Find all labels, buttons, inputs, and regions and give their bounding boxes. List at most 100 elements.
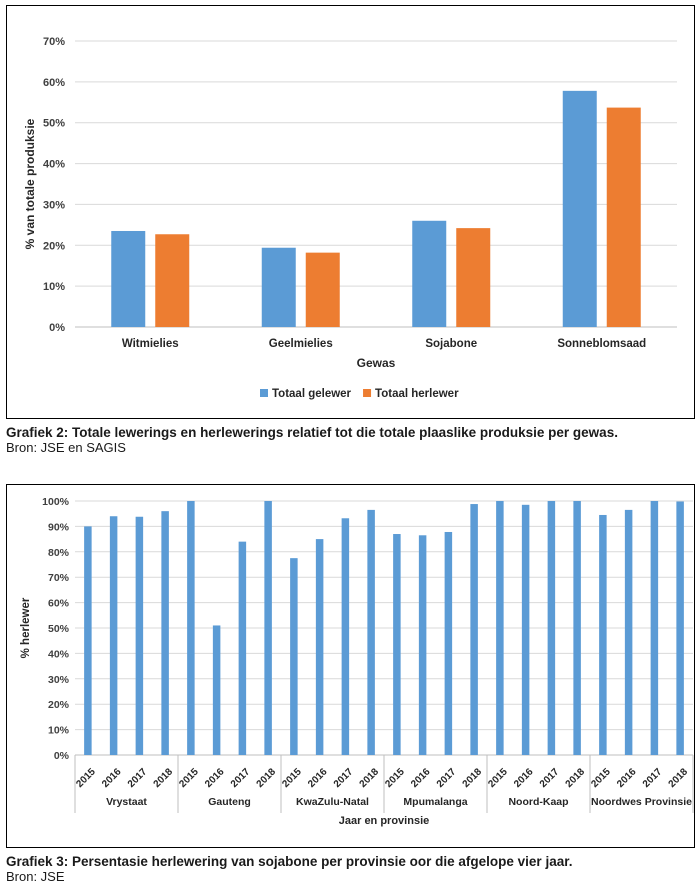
x-group-label: KwaZulu-Natal [296,796,369,808]
bar-herlewer [290,558,298,755]
y-tick-label: 50% [43,118,65,130]
bar-herlewer [264,501,272,755]
chart-1-caption: Grafiek 2: Totale lewerings en herleweri… [6,425,696,455]
y-tick-label: 10% [48,725,70,737]
y-tick-label: 80% [48,547,70,559]
bar-herlewer [315,539,324,755]
bar-herlewer [341,518,350,755]
x-group-label: Gauteng [208,796,251,808]
x-tick-label-year: 2017 [229,766,253,790]
bar-herlewer [599,514,607,755]
chart-2-svg: 0%10%20%30%40%50%60%70%80%90%100%2015 201… [20,496,694,827]
chart-2-frame: 0% 10% 20% 30% 40% 50% 60% 70% 80% 90% 100% 2015 201… [6,484,695,848]
bar-herlewer [109,516,118,755]
x-tick-label-year: 2015 [486,766,510,790]
bar-herlewer [367,509,375,755]
bar-herlewer [444,531,453,755]
x-tick-label-year: 2015 [383,766,407,790]
x-tick-label-year: 2015 [589,766,613,790]
x-tick-label-year: 2016 [409,766,433,790]
chart-2-caption-title: Grafiek 3: Persentasie herlewering van s… [6,854,573,869]
y-tick-label: 0% [49,322,65,334]
bar-herlewer [305,252,340,327]
x-tick-label-year: 2018 [461,766,485,790]
x-tick-label-year: 2015 [74,766,98,790]
bar-herlewer [155,234,190,327]
bar-herlewer [187,501,195,755]
x-tick-label: Geelmielies [269,338,333,350]
chart-1-caption-source: Bron: JSE en SAGIS [6,440,126,455]
x-tick-label-year: 2016 [306,766,330,790]
legend-swatch [363,389,372,397]
x-tick-label-year: 2017 [641,766,665,790]
y-tick-label: 60% [48,598,70,610]
bar-herlewer [212,625,221,755]
bar-herlewer [496,501,504,755]
bar-herlewer [161,511,169,755]
bar-herlewer [418,535,427,755]
bar-gelewer [412,220,447,327]
y-tick-label: 50% [48,623,70,635]
bar-gelewer [111,230,146,327]
x-tick-label-year: 2017 [126,766,150,790]
y-tick-label: 40% [48,648,70,660]
bar-herlewer [238,541,247,755]
x-tick-label: Sojabone [425,338,477,350]
chart-1-frame: 0% 10% 20% 30% 40% 50% 60% 70% Witmielies Geelmie… [6,5,695,419]
x-tick-label-year: 2016 [100,766,124,790]
x-group-label: Noord-Kaap [508,796,568,808]
bar-herlewer [135,516,144,755]
x-tick-label-year: 2016 [615,766,639,790]
legend-label: Totaal gelewer [272,388,352,400]
y-tick-label: 90% [48,521,70,533]
x-tick-label-year: 2018 [667,766,691,790]
bar-herlewer [573,501,581,755]
x-tick-label-year: 2017 [435,766,459,790]
y-tick-label: 20% [48,699,70,711]
y-tick-label: 100% [42,496,70,508]
x-group-label: Vrystaat [106,796,147,808]
x-axis-title: Gewas [357,356,396,370]
x-tick-label-year: 2016 [512,766,536,790]
y-tick-label: 30% [48,674,70,686]
bar-herlewer [456,228,491,327]
bar-gelewer [261,247,296,327]
y-tick-label: 0% [54,750,70,762]
bar-herlewer [84,526,92,755]
y-axis-title: % herlewer [20,597,32,658]
y-tick-label: 70% [48,572,70,584]
x-tick-label: Sonneblomsaad [557,338,646,350]
x-tick-label-year: 2016 [203,766,227,790]
x-tick-label-year: 2018 [255,766,279,790]
x-tick-label-year: 2018 [152,766,176,790]
x-tick-label-year: 2015 [177,766,201,790]
x-tick-label-year: 2015 [280,766,304,790]
y-tick-label: 60% [43,77,65,89]
x-tick-label-year: 2017 [538,766,562,790]
y-tick-label: 40% [43,159,65,171]
y-tick-label: 10% [43,281,65,293]
x-tick-label-year: 2018 [358,766,382,790]
x-group-label: Noordwes Provinsie [591,796,692,808]
x-tick-label: Witmielies [122,338,179,350]
bar-herlewer [650,501,659,755]
y-axis-title: % van totale produksie [23,118,37,249]
bar-herlewer [624,509,633,755]
y-tick-label: 20% [43,240,65,252]
x-group-label: Mpumalanga [403,796,467,808]
x-tick-label-year: 2018 [564,766,588,790]
legend-swatch [260,389,268,397]
chart-1-svg: 0% 10% 20% 30% 40% 50% 60% 70% Witmielies Geelmie… [23,36,677,400]
y-tick-label: 70% [43,36,65,48]
bar-herlewer [606,107,641,328]
bar-herlewer [676,501,684,755]
chart-2-caption-source: Bron: JSE [6,869,65,884]
chart-1-caption-title: Grafiek 2: Totale lewerings en herleweri… [6,425,618,440]
chart-2-caption: Grafiek 3: Persentasie herlewering van s… [6,854,696,884]
bar-herlewer [470,504,478,755]
bar-herlewer [547,501,556,755]
legend-label: Totaal herlewer [375,388,459,400]
x-axis-title: Jaar en provinsie [339,815,430,827]
bar-herlewer [393,534,401,755]
y-tick-label: 30% [43,199,65,211]
